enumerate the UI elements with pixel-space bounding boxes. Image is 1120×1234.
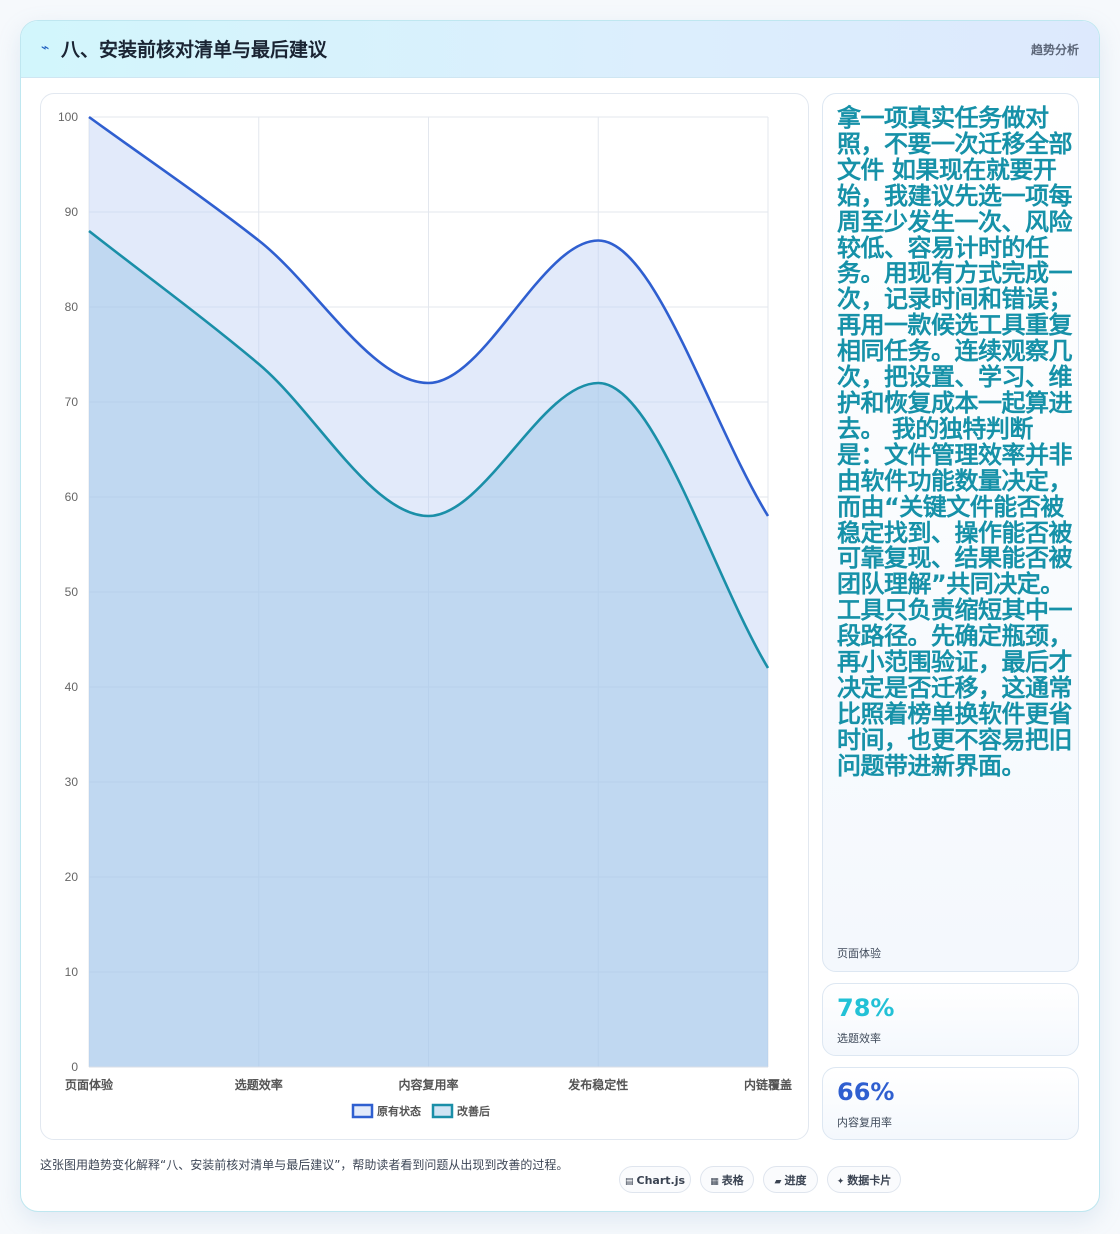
metric-label: 选题效率 (837, 1032, 881, 1045)
card-icon: ✦ (836, 1177, 845, 1187)
legend-swatch (431, 1103, 454, 1119)
chart-trend-icon: ⌁ (41, 40, 50, 56)
y-tick-label: 40 (65, 680, 79, 694)
legend-label: 改善后 (457, 1104, 490, 1118)
chip-table[interactable]: ▦ 表格 (700, 1166, 754, 1193)
chart-caption: 这张图用趋势变化解释“八、安装前核对清单与最后建议”，帮助读者看到问题从出现到改… (40, 1158, 569, 1172)
y-tick-label: 20 (65, 870, 79, 884)
metric-card-content-reuse: 66% 内容复用率 (822, 1067, 1079, 1140)
chip-label: 数据卡片 (847, 1174, 892, 1187)
series-area-1 (89, 231, 768, 1067)
chart-panel: 0 10 20 30 40 50 60 70 80 90 100 页面体验 选题效率 内容复用率 发布稳定性… (40, 93, 809, 1140)
chip-label: Chart.js (636, 1174, 686, 1187)
series-line-0 (88, 115, 770, 517)
x-tick-label: 页面体验 (65, 1077, 114, 1092)
x-tick-label: 内链覆盖 (744, 1077, 792, 1092)
y-tick-label: 100 (58, 110, 78, 124)
metric-card-topic-efficiency: 78% 选题效率 (822, 983, 1079, 1056)
report-card: ⌁ 八、安装前核对清单与最后建议 趋势分析 0 10 20 30 40 50 60 70 80 9… (20, 20, 1100, 1212)
chart-icon: ▤ (624, 1177, 634, 1187)
y-tick-label: 60 (65, 490, 79, 504)
y-tick-label: 70 (65, 395, 79, 409)
metric-value: 78% (837, 994, 895, 1022)
section-tag: 趋势分析 (1030, 43, 1079, 57)
y-tick-label: 80 (65, 300, 79, 314)
page-title: 八、安装前核对清单与最后建议 (61, 39, 328, 61)
y-tick-label: 90 (65, 205, 79, 219)
chip-progress[interactable]: ▰ 进度 (763, 1166, 818, 1193)
y-tick-label: 50 (65, 585, 79, 599)
series-line-1 (88, 229, 770, 669)
chip-chartjs[interactable]: ▤ Chart.js (619, 1166, 691, 1193)
chip-data-card[interactable]: ✦ 数据卡片 (827, 1166, 901, 1193)
insight-card: 拿一项真实任务做对照，不要一次迁移全部文件 如果现在就要开始，我建议先选一项每周… (822, 93, 1079, 972)
x-tick-label: 发布稳定性 (567, 1077, 628, 1092)
progress-icon: ▰ (774, 1177, 782, 1187)
metric-label: 内容复用率 (837, 1116, 892, 1129)
card-header: ⌁ 八、安装前核对清单与最后建议 趋势分析 (21, 21, 1099, 78)
y-tick-label: 30 (65, 775, 79, 789)
insight-text: 拿一项真实任务做对照，不要一次迁移全部文件 如果现在就要开始，我建议先选一项每周… (837, 104, 1073, 780)
insight-label: 页面体验 (837, 947, 881, 960)
table-icon: ▦ (710, 1177, 719, 1187)
legend-swatch (351, 1103, 374, 1119)
y-tick-label: 0 (71, 1060, 78, 1074)
y-tick-label: 10 (65, 965, 79, 979)
x-tick-label: 选题效率 (235, 1077, 283, 1092)
legend-label: 原有状态 (377, 1104, 421, 1118)
chip-label: 表格 (721, 1174, 744, 1187)
x-tick-label: 内容复用率 (398, 1077, 458, 1092)
line-chart: 0 10 20 30 40 50 60 70 80 90 100 页面体验 选题效率 内容复用率 发布稳定性… (58, 110, 792, 1119)
metric-value: 66% (837, 1078, 895, 1106)
series-area-0 (89, 117, 768, 1067)
chip-label: 进度 (784, 1174, 807, 1187)
